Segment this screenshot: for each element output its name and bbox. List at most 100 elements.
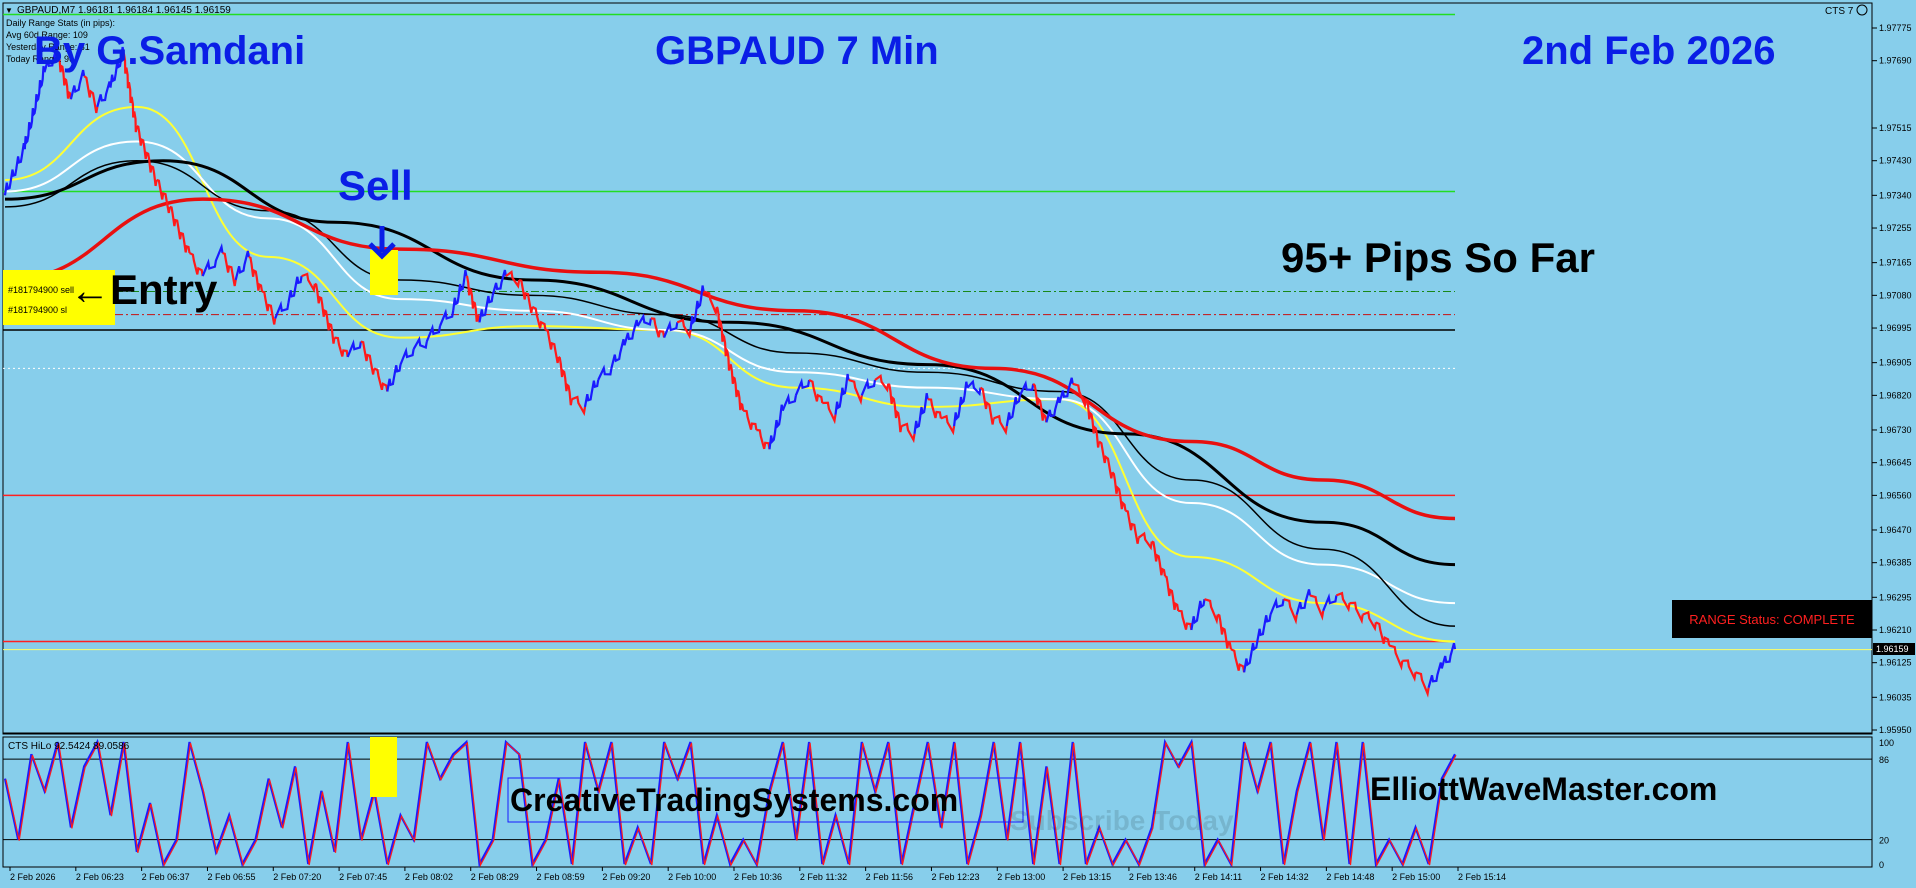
collapse-icon[interactable]: ▼ [5,6,13,15]
price-segment-84 [1137,531,1153,551]
moving-averages [4,105,1456,643]
osc-line-red [5,741,1457,867]
price-segment-31 [438,308,455,327]
price-segment-55 [756,428,771,450]
ma-line-red-4 [4,197,1456,521]
y-tick-label-11: 1.96730 [1879,425,1912,435]
x-tick-label-2: 2 Feb 06:37 [142,872,190,882]
osc-line-blue [3,738,1456,868]
price-segment-9 [122,52,138,133]
price-segment-18 [261,290,277,325]
y-tick-label-14: 1.96470 [1879,525,1912,535]
price-segment-75 [1019,379,1035,396]
price-segment-46 [636,313,652,327]
price-segment-37 [518,278,534,314]
price-segment-17 [248,255,264,292]
price-segment-34 [478,295,494,323]
price-segment-96 [1295,589,1312,615]
price-segment-10 [136,125,158,187]
price-segment-48 [663,320,679,339]
price-segment-78 [1058,377,1074,404]
cts-label: CTS 7 [1825,6,1854,17]
y-tick-label-17: 1.96210 [1879,625,1912,635]
price-segment-29 [412,336,428,350]
x-tick-label-10: 2 Feb 10:00 [668,872,716,882]
price-segment-20 [287,275,303,304]
price-segment-36 [505,270,521,289]
price-segment-54 [743,409,758,431]
y-tick-label-1: 1.97690 [1879,56,1912,66]
price-series [3,46,1457,698]
price-segment-77 [1045,396,1061,423]
x-tick-label-14: 2 Feb 12:23 [931,872,979,882]
price-segment-101 [1362,610,1377,632]
oscillator-axis: 100 86 20 0 [1879,738,1894,870]
price-segment-26 [373,367,389,392]
price-segment-66 [901,422,916,444]
price-segment-90 [1217,613,1232,650]
price-segment-60 [822,401,837,425]
ma-line-white-1 [4,140,1456,605]
price-segment-42 [583,379,600,408]
price-segment-107 [1440,642,1457,669]
price-segment-95 [1283,598,1298,625]
sell-label: Sell [338,162,413,209]
website-left: CreativeTradingSystems.com [510,782,958,818]
price-segment-3 [43,46,59,73]
price-segment-50 [689,285,705,331]
osc-tick-label-2: 20 [1879,836,1889,846]
price-segment-76 [1032,383,1048,423]
price-segment-23 [334,336,349,358]
pips-label: 95+ Pips So Far [1281,234,1595,281]
price-segment-30 [425,323,442,342]
x-tick-label-16: 2 Feb 13:15 [1063,872,1111,882]
price-segment-97 [1309,594,1325,621]
price-segment-25 [360,340,376,375]
price-segment-19 [274,300,290,319]
price-segment-81 [1098,440,1114,479]
y-tick-label-4: 1.97340 [1879,190,1912,200]
price-segment-94 [1269,596,1285,616]
price-segment-39 [545,328,560,364]
price-axis: 1.97775 1.97690 1.97515 1.97430 1.97340 1.972… [1872,23,1912,735]
price-segment-68 [927,398,942,419]
range-status-box [1672,600,1872,638]
price-segment-44 [610,339,626,369]
price-segment-32 [452,269,468,311]
info-line-4: Today Range: 96 [6,54,74,64]
author-title: By G.Samdani [34,29,305,73]
y-tick-label-16: 1.96295 [1879,592,1912,602]
price-segment-72 [979,386,995,425]
x-tick-label-12: 2 Feb 11:32 [800,872,847,882]
price-segment-41 [571,395,587,417]
x-tick-label-22: 2 Feb 15:14 [1458,872,1506,882]
price-segment-28 [399,346,415,366]
price-segment-56 [768,404,784,450]
entry-box [3,270,115,325]
price-segment-2 [23,66,46,150]
price-segment-98 [1322,593,1338,612]
price-segment-73 [993,414,1008,436]
price-segment-92 [1243,641,1259,673]
price-segment-49 [676,318,692,340]
y-tick-label-6: 1.97165 [1879,258,1912,268]
order-sl-label: #181794900 sl [8,305,67,315]
price-segment-35 [491,269,507,296]
price-segment-22 [314,282,336,344]
price-segment-27 [386,364,402,392]
price-segment-38 [531,305,547,331]
x-tick-label-11: 2 Feb 10:36 [734,872,782,882]
range-status-text: RANGE Status: COMPLETE [1689,612,1855,627]
osc-tick-label-1: 86 [1879,755,1889,765]
x-tick-label-17: 2 Feb 13:46 [1129,872,1177,882]
price-segment-99 [1335,591,1351,613]
indicator-frame [2,736,1873,868]
x-tick-label-19: 2 Feb 14:32 [1261,872,1309,882]
website-right: ElliottWaveMaster.com [1370,771,1717,807]
price-segment-1 [3,143,26,196]
price-segment-52 [715,306,732,371]
x-tick-label-3: 2 Feb 06:55 [207,872,255,882]
price-segment-74 [1005,395,1022,427]
